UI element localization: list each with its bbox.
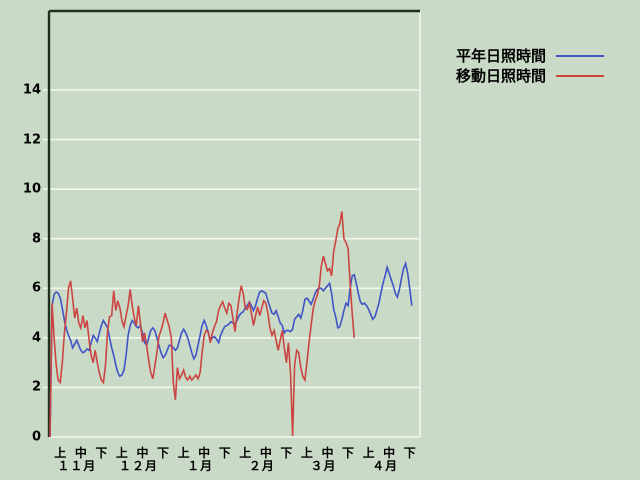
- x-axis-period-label-16: 中: [383, 446, 396, 460]
- x-axis-period-label-4: 中: [136, 446, 149, 460]
- x-axis-period-label-6: 上: [177, 446, 190, 460]
- x-axis-period-label-14: 下: [342, 446, 355, 460]
- y-axis-label-12: 12: [22, 132, 41, 148]
- x-axis-period-label-13: 中: [321, 446, 334, 460]
- x-axis-period-label-7: 中: [198, 446, 211, 460]
- x-axis-period-label-5: 下: [157, 446, 170, 460]
- x-axis-period-label-3: 上: [115, 446, 128, 460]
- x-axis-month-label-5: ４月: [372, 459, 399, 473]
- series-line-1: [49, 211, 355, 438]
- x-axis-period-label-10: 中: [259, 446, 272, 460]
- y-axis-label-6: 6: [31, 280, 41, 296]
- x-axis-period-label-17: 下: [403, 446, 416, 460]
- legend-item-heinen: 平年日照時間: [456, 46, 604, 66]
- x-axis-month-label-0: １１月: [57, 459, 97, 473]
- x-axis-month-label-2: １月: [187, 459, 214, 473]
- legend-label-heinen: 平年日照時間: [456, 46, 547, 65]
- legend-label-idou: 移動日照時間: [456, 66, 547, 85]
- chart-legend: 平年日照時間 移動日照時間: [456, 46, 604, 86]
- y-axis-label-4: 4: [31, 330, 41, 346]
- y-axis-label-0: 0: [31, 429, 41, 445]
- legend-line-blue: [556, 55, 604, 57]
- x-axis-period-label-1: 中: [74, 446, 87, 460]
- x-axis-period-label-2: 下: [95, 446, 108, 460]
- x-axis-period-label-9: 上: [239, 446, 252, 460]
- y-axis-label-8: 8: [31, 231, 41, 247]
- x-axis-month-label-1: １２月: [118, 459, 159, 473]
- x-axis-period-label-8: 下: [218, 446, 231, 460]
- y-axis-label-10: 10: [22, 181, 41, 197]
- x-axis-period-label-0: 上: [54, 446, 67, 460]
- y-axis-label-14: 14: [22, 82, 41, 98]
- legend-item-idou: 移動日照時間: [456, 66, 604, 86]
- series-line-0: [49, 260, 413, 438]
- legend-line-red: [556, 75, 604, 77]
- x-axis-month-label-3: ２月: [248, 459, 275, 473]
- x-axis-month-label-4: ３月: [310, 459, 337, 473]
- x-axis-period-label-11: 下: [280, 446, 293, 460]
- y-axis-label-2: 2: [31, 379, 41, 395]
- x-axis-period-label-12: 上: [300, 446, 313, 460]
- x-axis-period-label-15: 上: [362, 446, 375, 460]
